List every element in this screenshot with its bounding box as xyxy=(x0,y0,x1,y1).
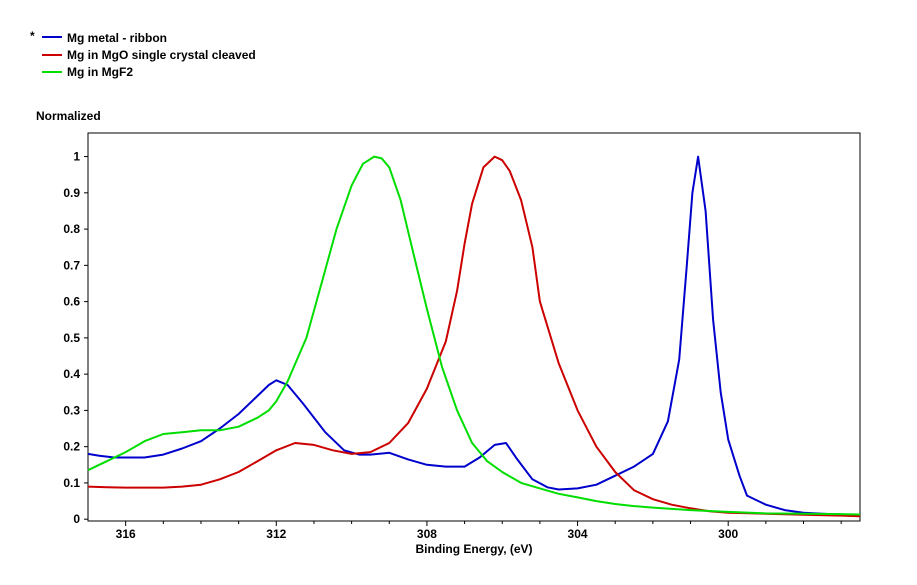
legend-marker: * xyxy=(30,29,35,43)
y-tick-label: 0.1 xyxy=(63,476,80,490)
y-axis: 0 0.1 0.2 0.3 0.4 0.5 0.6 0.7 0.8 0.9 1 xyxy=(63,150,88,526)
x-tick-label: 312 xyxy=(266,527,286,541)
legend-label-mg-mgf2: Mg in MgF2 xyxy=(67,65,133,79)
x-tick-label: 300 xyxy=(718,527,738,541)
series-group xyxy=(87,155,861,518)
y-tick-label: 0.9 xyxy=(63,186,80,200)
series-line-mg-metal xyxy=(87,155,861,516)
y-tick-label: 0.3 xyxy=(63,403,80,417)
y-tick-label: 0.5 xyxy=(63,331,80,345)
y-tick-label: 0.4 xyxy=(63,367,80,381)
legend-label-mg-mgo: Mg in MgO single crystal cleaved xyxy=(67,48,256,62)
y-tick-label: 0.8 xyxy=(63,222,80,236)
x-tick-label: 316 xyxy=(116,527,136,541)
x-tick-label: 308 xyxy=(417,527,437,541)
y-axis-title: Normalized xyxy=(36,109,101,123)
plot-frame xyxy=(87,132,861,522)
series-line-mg-mgf2 xyxy=(87,155,861,516)
series-line-mg-mgo xyxy=(87,155,861,518)
x-axis: 316 312 308 304 300 xyxy=(116,521,842,541)
y-tick-label: 0.7 xyxy=(63,258,80,272)
x-tick-label: 304 xyxy=(568,527,588,541)
y-tick-label: 1 xyxy=(73,150,80,164)
y-tick-label: 0.6 xyxy=(63,295,80,309)
y-tick-label: 0.2 xyxy=(63,440,80,454)
legend: * Mg metal - ribbon Mg in MgO single cry… xyxy=(30,29,256,79)
y-tick-label: 0 xyxy=(73,512,80,526)
legend-label-mg-metal: Mg metal - ribbon xyxy=(67,31,167,45)
x-axis-title: Binding Energy, (eV) xyxy=(415,542,532,556)
